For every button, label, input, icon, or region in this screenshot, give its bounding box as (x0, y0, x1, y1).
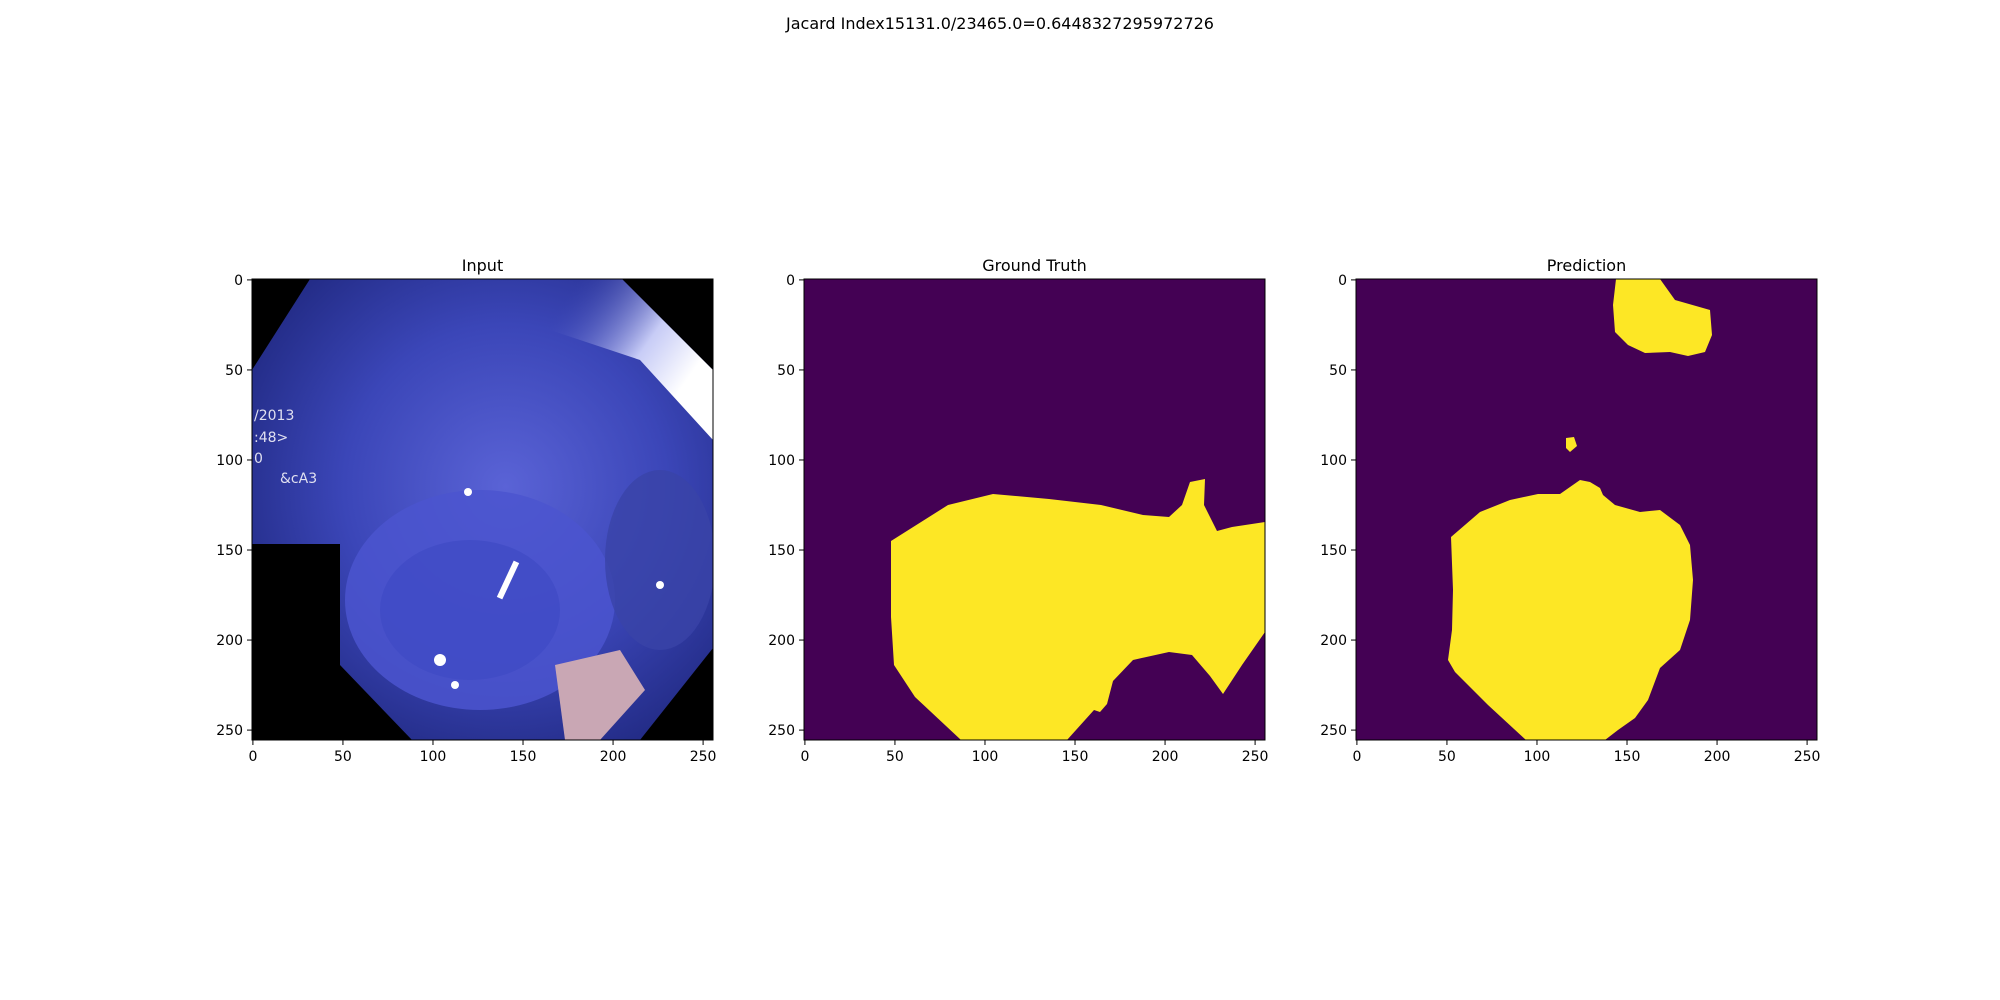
panel-prediction-frame (1355, 278, 1818, 741)
y-tick-label: 0 (1338, 273, 1347, 289)
y-tick-label: 100 (768, 453, 795, 469)
x-tick-label: 200 (1152, 749, 1179, 765)
x-tick-label: 100 (1524, 749, 1551, 765)
y-tick-label: 50 (1329, 363, 1347, 379)
y-tick-label: 0 (234, 273, 243, 289)
figure-title: Jacard Index15131.0/23465.0=0.6448327295… (786, 14, 1214, 33)
y-tick-label: 200 (1320, 633, 1347, 649)
y-tick-label: 250 (216, 723, 243, 739)
pred-mask-top-blob (1613, 279, 1712, 356)
panel-prediction-title: Prediction (1547, 256, 1626, 275)
x-tick-label: 150 (510, 749, 537, 765)
x-tick-label: 200 (1704, 749, 1731, 765)
svg-text:&cA3: &cA3 (280, 471, 317, 487)
y-tick-label: 150 (768, 543, 795, 559)
svg-text:/2013: /2013 (254, 408, 294, 424)
x-tick-label: 200 (600, 749, 627, 765)
x-tick-label: 100 (420, 749, 447, 765)
input-overlay-text: /2013 :48> 0 &cA3 (254, 408, 317, 487)
panel-ground-truth-title: Ground Truth (982, 256, 1087, 275)
y-tick-label: 100 (1320, 453, 1347, 469)
y-tick-label: 0 (786, 273, 795, 289)
y-tick-label: 150 (216, 543, 243, 559)
panel-input-frame (251, 278, 714, 741)
panel-ground-truth-frame (803, 278, 1266, 741)
y-tick-label: 200 (216, 633, 243, 649)
y-tick-label: 150 (1320, 543, 1347, 559)
x-tick-label: 0 (248, 749, 257, 765)
y-tick-label: 250 (768, 723, 795, 739)
x-tick-label: 150 (1062, 749, 1089, 765)
x-tick-label: 50 (334, 749, 352, 765)
x-tick-label: 250 (690, 749, 717, 765)
y-tick-label: 100 (216, 453, 243, 469)
y-tick-label: 50 (777, 363, 795, 379)
x-tick-label: 50 (886, 749, 904, 765)
svg-text:0: 0 (254, 451, 263, 467)
x-tick-label: 50 (1438, 749, 1456, 765)
x-tick-label: 150 (1614, 749, 1641, 765)
gt-mask-region (891, 479, 1265, 740)
panel-input-title: Input (462, 256, 503, 275)
y-tick-label: 50 (225, 363, 243, 379)
panel-input-axes: 0 50 100 150 200 250 0 50 100 150 200 250 (216, 273, 716, 765)
panel-ground-truth-axes: 0 50 100 150 200 250 0 50 100 150 200 250 (768, 273, 1268, 765)
pred-mask-small-blob (1566, 437, 1577, 452)
x-tick-label: 250 (1242, 749, 1269, 765)
x-tick-label: 250 (1794, 749, 1821, 765)
x-tick-label: 0 (800, 749, 809, 765)
pred-mask-main-region (1448, 480, 1693, 740)
x-tick-label: 0 (1352, 749, 1361, 765)
y-tick-label: 250 (1320, 723, 1347, 739)
input-image (252, 279, 713, 740)
x-tick-label: 100 (972, 749, 999, 765)
svg-text::48>: :48> (254, 430, 288, 446)
y-tick-label: 200 (768, 633, 795, 649)
panel-prediction-axes: 0 50 100 150 200 250 0 50 100 150 200 250 (1320, 273, 1820, 765)
